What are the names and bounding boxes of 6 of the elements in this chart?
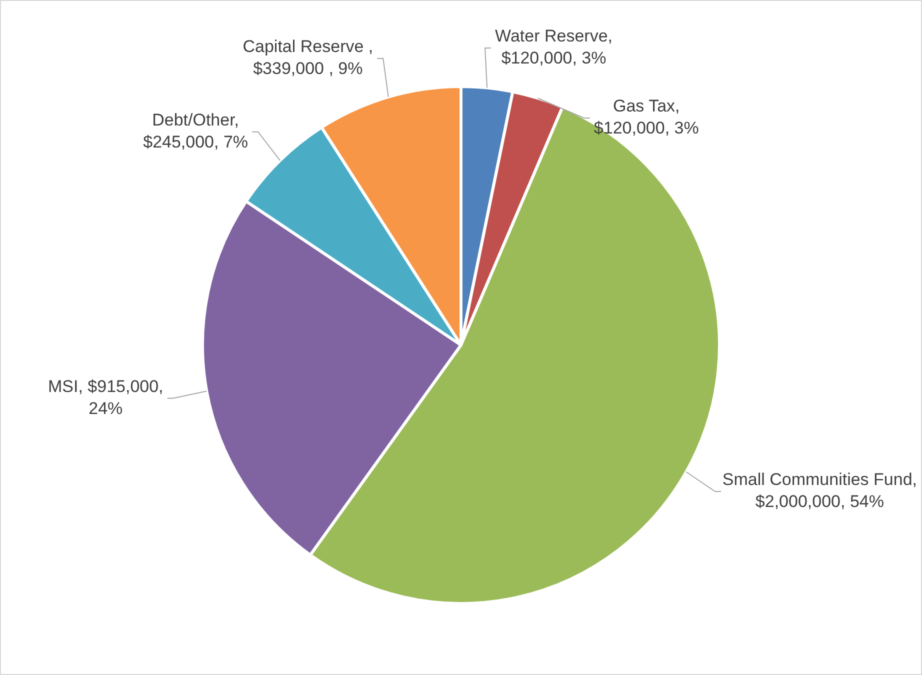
slice-label: Capital Reserve , $339,000 , 9%	[242, 37, 374, 78]
slice-label: Gas Tax, $120,000, 3%	[594, 96, 699, 138]
slice-label: MSI, $915,000, 24%	[48, 376, 164, 418]
slice-label: Debt/Other, $245,000, 7%	[143, 110, 248, 152]
slice-label: Water Reserve, $120,000, 3%	[495, 26, 613, 68]
slice-label: Small Communities Fund, $2,000,000, 54%	[722, 470, 917, 512]
